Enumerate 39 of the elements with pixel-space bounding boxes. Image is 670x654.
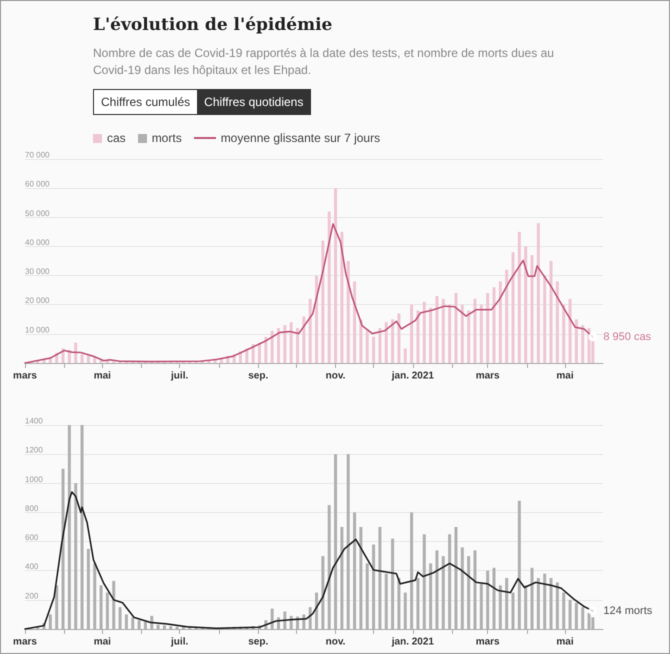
- legend-label: cas: [107, 131, 126, 145]
- y-tick-label: 40 000: [25, 238, 50, 247]
- y-tick-label: 200: [25, 591, 39, 600]
- chart-title: L'évolution de l'épidémie: [93, 15, 332, 35]
- text: Chiffres quotidiens: [197, 90, 310, 114]
- x-tick-label: sep.: [248, 370, 268, 382]
- annotation: 8 950 cas: [603, 330, 652, 343]
- y-tick-label: 1200: [25, 446, 44, 455]
- x-tick-label: nov.: [326, 370, 346, 382]
- x-tick-label: mars: [13, 370, 38, 382]
- chart-subtitle: Nombre de cas de Covid-19 rapportés à la date des tests, et nombre de morts dues au Covid-19 dans les hôpitaux et les Ehpad.: [93, 45, 555, 79]
- y-tick-label: 1000: [25, 474, 44, 484]
- x-tick-label: mars: [476, 370, 500, 382]
- y-tick-label: 800: [25, 504, 39, 513]
- y-tick-label: 10 000: [25, 325, 50, 334]
- text: Chiffres cumulés: [94, 90, 198, 114]
- x-tick-label: jan. 2021: [390, 370, 434, 382]
- x-tick-label: juil.: [170, 636, 188, 648]
- x-tick-label: mai: [94, 370, 112, 382]
- legend-label: morts: [152, 131, 182, 145]
- x-tick-label: jan. 2021: [390, 636, 434, 648]
- x-tick-label: sep.: [248, 636, 268, 648]
- x-tick-label: nov.: [326, 636, 346, 648]
- annotation: 124 morts: [603, 604, 653, 617]
- x-tick-label: mai: [94, 636, 112, 648]
- y-tick-label: 50 000: [25, 208, 50, 218]
- legend-label: moyenne glissante sur 7 jours: [220, 131, 380, 145]
- y-tick-label: 60 000: [25, 180, 50, 189]
- x-tick-label: mars: [13, 636, 38, 648]
- y-tick-label: 20 000: [25, 296, 50, 306]
- x-tick-label: mai: [556, 636, 574, 648]
- x-tick-label: juil.: [170, 370, 188, 382]
- y-tick-label: 1400: [25, 416, 44, 426]
- y-tick-label: 30 000: [25, 267, 50, 276]
- y-tick-label: 600: [25, 533, 39, 542]
- y-tick-label: 70 000: [25, 150, 50, 160]
- x-tick-label: mars: [476, 636, 500, 648]
- x-tick-label: mai: [556, 370, 574, 382]
- y-tick-label: 400: [25, 562, 39, 572]
